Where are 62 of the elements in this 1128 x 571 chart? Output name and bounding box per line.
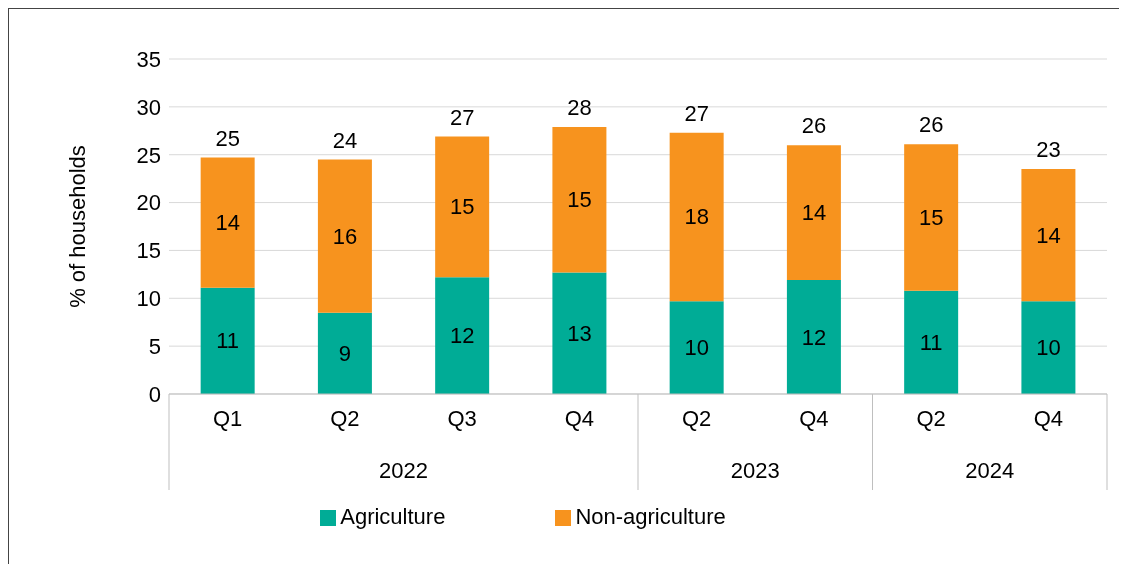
data-label: 9 (338, 340, 352, 366)
legend-label: Agriculture (340, 504, 446, 529)
x-tick-label: Q4 (1033, 405, 1064, 431)
x-tick-label: Q3 (447, 405, 477, 431)
y-tick-label: 30 (136, 94, 161, 120)
total-label: 26 (918, 112, 944, 138)
total-label: 23 (1036, 137, 1061, 163)
text: 2023 (730, 458, 780, 483)
x-tick-label: Q4 (564, 405, 595, 431)
data-label: 14 (1036, 222, 1061, 248)
total-label: 28 (567, 94, 592, 120)
y-tick-label: 25 (136, 142, 161, 168)
y-tick-label: 5 (148, 333, 161, 359)
data-label: 11 (919, 329, 943, 355)
total-label: 25 (215, 125, 240, 151)
text: 2024 (965, 458, 1015, 483)
bar (1021, 169, 1076, 302)
y-axis-title: % of households (64, 145, 90, 308)
bar (904, 290, 959, 394)
bar (200, 287, 255, 394)
x-tick-label: Q2 (916, 405, 946, 431)
total-label: 27 (684, 100, 709, 126)
x-tick-label: Q2 (681, 405, 712, 431)
data-label: 15 (918, 204, 944, 230)
y-tick-label: 15 (136, 238, 161, 264)
bar (904, 144, 959, 291)
x-tick-label: Q2 (330, 405, 360, 431)
data-label: 18 (684, 204, 709, 230)
data-label: 10 (684, 335, 709, 361)
x-tick-label: Q4 (799, 405, 829, 431)
bar (435, 136, 490, 278)
bar (669, 132, 724, 302)
bar (317, 159, 372, 313)
total-label: 26 (801, 113, 827, 139)
x-tick-label: Q1 (212, 405, 243, 431)
data-label: 11 (216, 328, 240, 354)
total-label: 24 (332, 127, 358, 153)
total-label: 27 (449, 104, 475, 130)
bar (669, 301, 724, 394)
text: 2022 (379, 458, 428, 483)
y-tick-label: 20 (136, 190, 161, 216)
data-label: 15 (449, 194, 475, 220)
data-label: 15 (567, 187, 592, 213)
data-label: 12 (449, 323, 475, 349)
data-label: 14 (215, 210, 240, 236)
y-tick-label: 35 (136, 46, 161, 72)
bar (200, 157, 255, 288)
bar (317, 312, 372, 394)
y-tick-label: 0 (148, 381, 161, 407)
data-label: 16 (332, 223, 358, 249)
bar (435, 277, 490, 394)
bar (786, 145, 841, 281)
data-label: 12 (801, 324, 827, 350)
bar (786, 280, 841, 394)
bar (552, 272, 607, 394)
legend-label: Non-agriculture (575, 504, 726, 529)
y-tick-label: 10 (136, 286, 161, 312)
data-label: 14 (801, 200, 827, 226)
bar (1021, 301, 1076, 394)
bar (552, 126, 607, 273)
data-label: 10 (1036, 335, 1061, 361)
data-label: 13 (567, 320, 592, 346)
